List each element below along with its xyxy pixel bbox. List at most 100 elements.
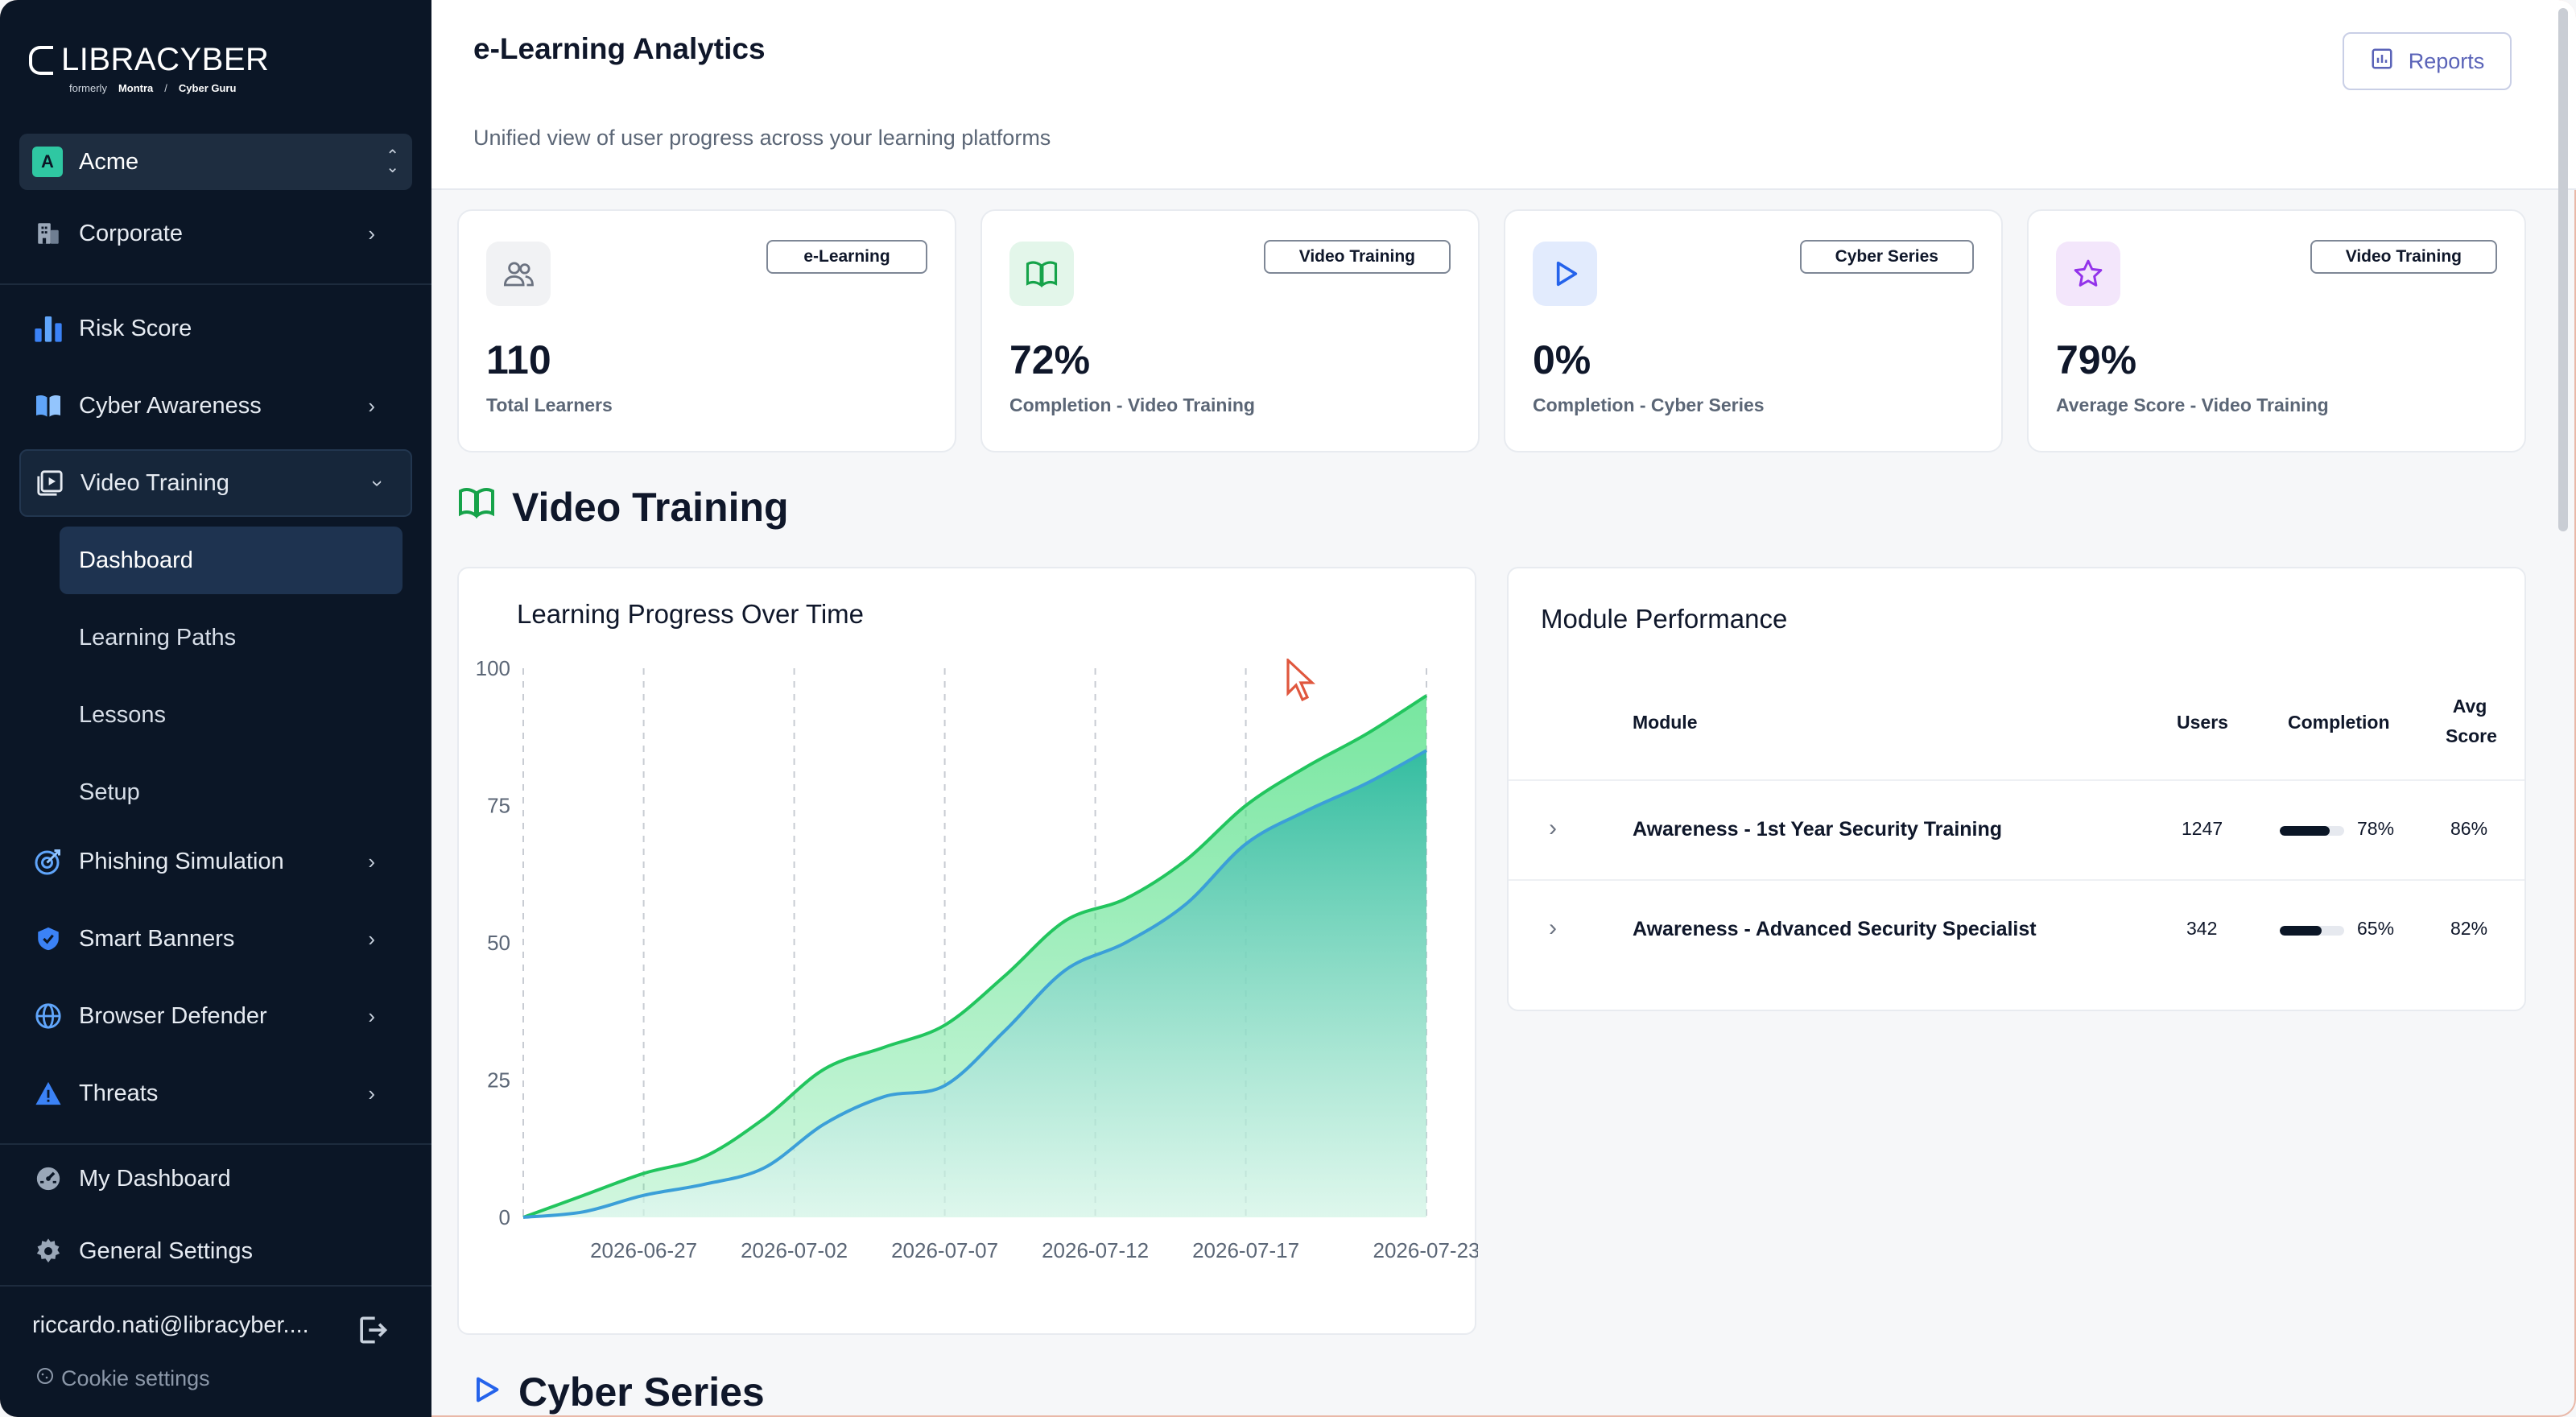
play-icon (1533, 242, 1597, 306)
cookie-settings-link[interactable]: Cookie settings (35, 1366, 210, 1391)
reports-button[interactable]: Reports (2343, 32, 2512, 90)
completion-value: 65% (2357, 918, 2395, 939)
sidebar-item-label: Corporate (79, 220, 183, 246)
table-row[interactable]: › Awareness - Advanced Security Speciali… (1509, 879, 2524, 979)
kpi-badge: Video Training (2310, 240, 2497, 274)
sidebar-divider (0, 1143, 431, 1145)
sidebar-divider (0, 1285, 431, 1287)
sidebar-item-label: Threats (79, 1080, 159, 1106)
org-name: Acme (79, 148, 139, 175)
section-title-text: Cyber Series (518, 1369, 765, 1415)
brand-logo[interactable]: LIBRACYBER formerly Montra / Cyber Guru (29, 42, 270, 106)
kpi-badge: Cyber Series (1799, 240, 1974, 274)
section-title-cyber-series: Cyber Series (470, 1369, 765, 1415)
kpi-card-completion-video: Video Training 72% Completion - Video Tr… (980, 209, 1480, 452)
gear-icon (32, 1235, 64, 1267)
series-line (522, 694, 1428, 1219)
y-tick-label: 100 (476, 656, 510, 680)
x-tick-label: 2026-07-07 (891, 1238, 998, 1262)
kpi-label: Average Score - Video Training (2056, 395, 2329, 415)
column-header-completion[interactable]: Completion (2288, 712, 2390, 733)
kpi-card-average-score: Video Training 79% Average Score - Video… (2027, 209, 2526, 452)
logout-icon[interactable] (354, 1312, 390, 1348)
user-email: riccardo.nati@libracyber.... (32, 1312, 309, 1338)
sidebar-divider (0, 283, 431, 285)
globe-icon (32, 1000, 64, 1032)
column-header-avg: Avg (2452, 696, 2487, 717)
section-title-text: Video Training (512, 485, 789, 530)
kpi-value: 72% (1009, 337, 1091, 382)
chevron-right-icon: › (368, 1003, 375, 1028)
sidebar-subitem-setup[interactable]: Setup (79, 779, 140, 805)
sidebar-item-risk-score[interactable]: Risk Score (19, 295, 412, 362)
cookie-settings-label: Cookie settings (61, 1366, 210, 1390)
brand-formerly: formerly Montra / Cyber Guru (69, 82, 236, 94)
target-icon (32, 845, 64, 878)
chart-panel: Learning Progress Over Time 0 25 50 75 100 2… (457, 567, 1478, 1335)
sidebar-item-label: Risk Score (79, 315, 192, 341)
kpi-badge: Video Training (1263, 240, 1451, 274)
kpi-value: 110 (486, 337, 551, 382)
column-header-module[interactable]: Module (1633, 712, 1698, 733)
bar-chart-icon (32, 312, 64, 345)
sidebar-item-phishing-simulation[interactable]: Phishing Simulation › (19, 828, 412, 895)
y-tick-label: 75 (487, 794, 510, 818)
chevron-right-icon[interactable]: › (1549, 915, 1557, 941)
x-tick-label: 2026-06-27 (590, 1238, 697, 1262)
logo-icon (29, 45, 53, 75)
sidebar-item-browser-defender[interactable]: Browser Defender › (19, 982, 412, 1050)
page-title: e-Learning Analytics (473, 32, 766, 65)
chevron-right-icon: › (368, 926, 375, 951)
mouse-cursor-icon (1286, 659, 1316, 702)
page-scrollbar[interactable] (2558, 8, 2568, 531)
chart-series-group (522, 694, 1428, 1219)
old-brand-montra: Montra (118, 82, 154, 94)
completion-value: 78% (2357, 818, 2395, 839)
table-row[interactable]: › Awareness - 1st Year Security Training… (1509, 779, 2524, 879)
sidebar-item-my-dashboard[interactable]: My Dashboard (19, 1145, 412, 1213)
chart-x-axis: 2026-06-27 2026-07-02 2026-07-07 2026-07-12… (590, 1238, 1478, 1262)
sidebar-item-smart-banners[interactable]: Smart Banners › (19, 905, 412, 973)
sidebar-item-cyber-awareness[interactable]: Cyber Awareness › (19, 372, 412, 440)
chart-y-axis: 0 25 50 75 100 (476, 656, 510, 1229)
y-tick-label: 0 (499, 1205, 510, 1229)
org-switcher[interactable]: A Acme ⌃ ⌄ (19, 134, 412, 190)
video-icon (34, 467, 66, 499)
chevron-up-down-icon: ⌃ ⌄ (386, 147, 399, 176)
completion-bar-fill (2280, 826, 2330, 836)
column-header-avg-score[interactable]: Avg Score (2446, 696, 2497, 747)
kpi-card-total-learners: e-Learning 110 Total Learners (457, 209, 956, 452)
report-chart-icon (2370, 47, 2394, 76)
sidebar-subitem-dashboard[interactable]: Dashboard (60, 527, 402, 594)
column-header-users[interactable]: Users (2177, 712, 2228, 733)
sidebar-item-label: Smart Banners (79, 925, 235, 952)
x-tick-label: 2026-07-17 (1192, 1238, 1299, 1262)
module-users: 342 (2186, 918, 2218, 939)
completion-bar (2280, 826, 2344, 836)
gauge-icon (32, 1163, 64, 1195)
brand-name: LIBRACYBER (61, 42, 270, 77)
chevron-down-icon: › (366, 479, 391, 487)
module-name: Awareness - 1st Year Security Training (1633, 818, 2003, 841)
sidebar-subitem-learning-paths[interactable]: Learning Paths (79, 624, 237, 651)
y-tick-label: 25 (487, 1068, 510, 1093)
page-subtitle: Unified view of user progress across you… (473, 126, 1051, 150)
sidebar-item-label: Phishing Simulation (79, 848, 284, 874)
chart-title: Learning Progress Over Time (517, 599, 865, 629)
sidebar-item-video-training[interactable]: Video Training › (19, 449, 412, 517)
kpi-value: 79% (2056, 337, 2137, 382)
chevron-right-icon: › (368, 1080, 375, 1105)
sidebar-item-threats[interactable]: Threats › (19, 1060, 412, 1127)
kpi-label: Total Learners (486, 395, 613, 415)
sidebar-item-general-settings[interactable]: General Settings (19, 1217, 412, 1285)
sidebar-subitem-lessons[interactable]: Lessons (79, 701, 167, 728)
sidebar-item-corporate[interactable]: Corporate › (19, 200, 412, 267)
users-icon (486, 242, 551, 306)
chevron-right-icon[interactable]: › (1549, 815, 1557, 841)
alert-icon (32, 1077, 64, 1109)
shield-icon (32, 923, 64, 955)
module-performance-panel: Module Performance Module Users Completi… (1507, 567, 2526, 1011)
sidebar-item-label: General Settings (79, 1237, 254, 1264)
module-name: Awareness - Advanced Security Specialist (1633, 918, 2037, 940)
